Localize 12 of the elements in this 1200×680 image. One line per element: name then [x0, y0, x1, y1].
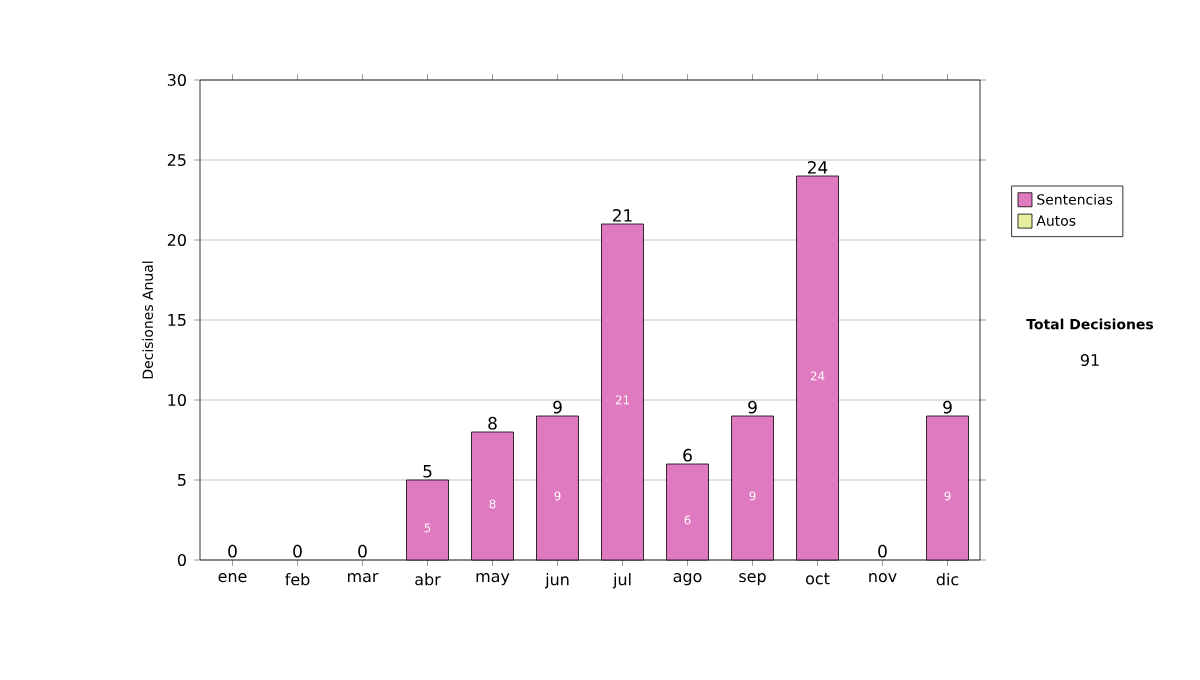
total-label: 8 [488, 416, 497, 430]
total-label: 5 [423, 465, 432, 478]
total-label: 9 [553, 400, 562, 414]
total-label: 9 [748, 400, 757, 414]
total-label: 0 [293, 544, 302, 558]
total-label: 0 [228, 544, 237, 558]
total-label: 24 [807, 161, 828, 174]
total-label: 0 [358, 544, 367, 558]
total-label: 6 [683, 448, 692, 462]
total-label: 21 [612, 209, 632, 222]
total-label: 0 [878, 544, 887, 558]
total-label: 9 [943, 400, 952, 414]
